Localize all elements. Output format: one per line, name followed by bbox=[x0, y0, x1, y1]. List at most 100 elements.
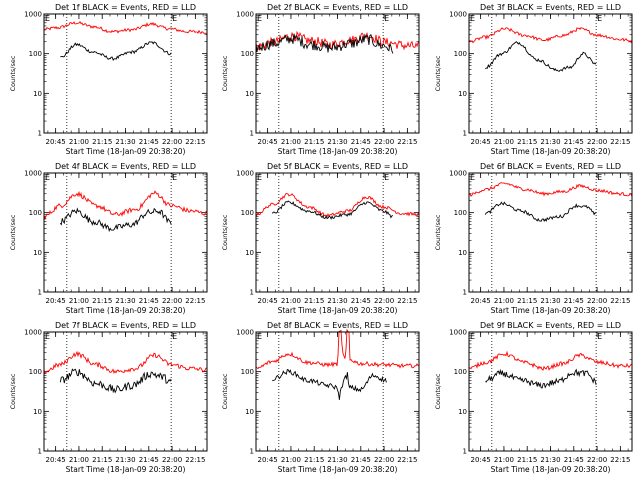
series-events bbox=[484, 201, 597, 222]
x-tick-label: 20:45 bbox=[46, 456, 66, 464]
series-lld bbox=[43, 20, 207, 35]
x-axis-label: Start Time (18-Jan-09 20:38:20) bbox=[491, 147, 611, 156]
x-tick-label: 22:15 bbox=[397, 456, 417, 464]
plot-frame bbox=[468, 172, 633, 293]
y-tick-label: 1 bbox=[38, 289, 42, 297]
flag-left: E bbox=[257, 14, 262, 23]
panel-det1: Det 1f BLACK = Events, RED = LLD Counts/s… bbox=[9, 3, 208, 156]
panel-det8: Det 8f BLACK = Events, RED = LLD Counts/s… bbox=[221, 321, 420, 474]
x-tick-label: 21:00 bbox=[494, 138, 514, 146]
x-tick-label: 21:30 bbox=[115, 138, 135, 146]
x-tick-label: 22:00 bbox=[162, 456, 182, 464]
plot-frame bbox=[43, 172, 208, 293]
y-tick-label: 10 bbox=[458, 408, 467, 416]
flag-right: E bbox=[597, 332, 602, 341]
x-axis-label: Start Time (18-Jan-09 20:38:20) bbox=[491, 465, 611, 474]
plot-frame bbox=[255, 331, 420, 452]
x-tick-label: 22:00 bbox=[374, 456, 394, 464]
flag-right: E bbox=[172, 14, 177, 23]
series-events bbox=[255, 33, 394, 54]
x-tick-label: 21:30 bbox=[540, 456, 560, 464]
y-tick-label: 1000 bbox=[24, 11, 42, 19]
x-tick-label: 21:00 bbox=[281, 297, 301, 305]
x-tick-label: 21:15 bbox=[517, 456, 537, 464]
x-tick-label: 22:15 bbox=[185, 138, 205, 146]
x-tick-label: 21:45 bbox=[564, 138, 584, 146]
x-axis-label: Start Time (18-Jan-09 20:38:20) bbox=[278, 465, 398, 474]
flag-left: E bbox=[470, 173, 475, 182]
y-tick-label: 10 bbox=[245, 408, 254, 416]
y-tick-label: 1 bbox=[463, 289, 467, 297]
flag-right: E bbox=[597, 173, 602, 182]
panel-title: Det 3f BLACK = Events, RED = LLD bbox=[480, 3, 621, 12]
x-tick-label: 21:30 bbox=[327, 138, 347, 146]
x-tick-label: 20:45 bbox=[258, 297, 278, 305]
flag-left: E bbox=[470, 332, 475, 341]
y-tick-label: 100 bbox=[454, 209, 467, 217]
x-tick-label: 20:45 bbox=[46, 138, 66, 146]
flag-left: E bbox=[45, 173, 50, 182]
x-tick-label: 21:15 bbox=[517, 297, 537, 305]
y-tick-label: 1000 bbox=[449, 11, 467, 19]
plot-frame bbox=[255, 13, 420, 134]
series-lld bbox=[255, 328, 420, 370]
x-axis-label: Start Time (18-Jan-09 20:38:20) bbox=[278, 147, 398, 156]
x-tick-label: 21:00 bbox=[281, 138, 301, 146]
series-events bbox=[272, 369, 387, 400]
y-tick-label: 10 bbox=[458, 90, 467, 98]
x-tick-label: 20:45 bbox=[46, 297, 66, 305]
x-tick-label: 21:00 bbox=[69, 456, 89, 464]
y-tick-label: 1 bbox=[38, 448, 42, 456]
series-lld bbox=[255, 193, 420, 218]
plot-frame bbox=[468, 13, 633, 134]
y-tick-label: 1 bbox=[463, 448, 467, 456]
flag-left: E bbox=[470, 14, 475, 23]
panel-title: Det 8f BLACK = Events, RED = LLD bbox=[267, 321, 408, 330]
y-axis-label: Counts/sec bbox=[434, 373, 442, 409]
plot-frame bbox=[468, 331, 633, 452]
x-tick-label: 21:45 bbox=[564, 297, 584, 305]
y-tick-label: 100 bbox=[29, 50, 42, 58]
x-tick-label: 20:45 bbox=[471, 297, 491, 305]
x-tick-label: 21:00 bbox=[494, 297, 514, 305]
x-tick-label: 22:00 bbox=[162, 297, 182, 305]
x-tick-label: 21:00 bbox=[494, 456, 514, 464]
series-events bbox=[485, 368, 597, 389]
x-tick-label: 21:00 bbox=[281, 456, 301, 464]
x-tick-label: 21:30 bbox=[115, 456, 135, 464]
series-lld bbox=[468, 350, 633, 371]
y-tick-label: 10 bbox=[33, 249, 42, 257]
y-tick-label: 100 bbox=[241, 50, 254, 58]
x-tick-label: 21:45 bbox=[351, 456, 371, 464]
series-events bbox=[59, 368, 172, 394]
y-tick-label: 1 bbox=[463, 130, 467, 138]
y-tick-label: 1000 bbox=[449, 170, 467, 178]
y-axis-label: Counts/sec bbox=[9, 373, 17, 409]
y-tick-label: 1 bbox=[250, 289, 254, 297]
series-lld bbox=[468, 182, 633, 197]
panel-title: Det 6f BLACK = Events, RED = LLD bbox=[480, 162, 621, 171]
panel-det4: Det 4f BLACK = Events, RED = LLD Counts/s… bbox=[9, 162, 208, 315]
y-tick-label: 1 bbox=[38, 130, 42, 138]
series-events bbox=[60, 41, 172, 62]
x-tick-label: 21:30 bbox=[540, 138, 560, 146]
x-axis-label: Start Time (18-Jan-09 20:38:20) bbox=[66, 306, 186, 315]
x-axis-label: Start Time (18-Jan-09 20:38:20) bbox=[66, 147, 186, 156]
plot-frame bbox=[43, 13, 208, 134]
x-tick-label: 22:15 bbox=[397, 297, 417, 305]
x-axis-label: Start Time (18-Jan-09 20:38:20) bbox=[491, 306, 611, 315]
panel-det5: Det 5f BLACK = Events, RED = LLD Counts/s… bbox=[221, 162, 420, 315]
y-axis-label: Counts/sec bbox=[434, 214, 442, 250]
y-tick-label: 1 bbox=[250, 448, 254, 456]
x-tick-label: 22:00 bbox=[162, 138, 182, 146]
y-axis-label: Counts/sec bbox=[434, 55, 442, 91]
flag-right: E bbox=[384, 173, 389, 182]
x-tick-label: 21:15 bbox=[304, 297, 324, 305]
panel-det6: Det 6f BLACK = Events, RED = LLD Counts/s… bbox=[434, 162, 633, 315]
x-tick-label: 21:15 bbox=[304, 138, 324, 146]
flag-left: E bbox=[257, 332, 262, 341]
x-tick-label: 21:45 bbox=[351, 297, 371, 305]
x-tick-label: 21:30 bbox=[327, 297, 347, 305]
x-tick-label: 21:15 bbox=[92, 138, 112, 146]
